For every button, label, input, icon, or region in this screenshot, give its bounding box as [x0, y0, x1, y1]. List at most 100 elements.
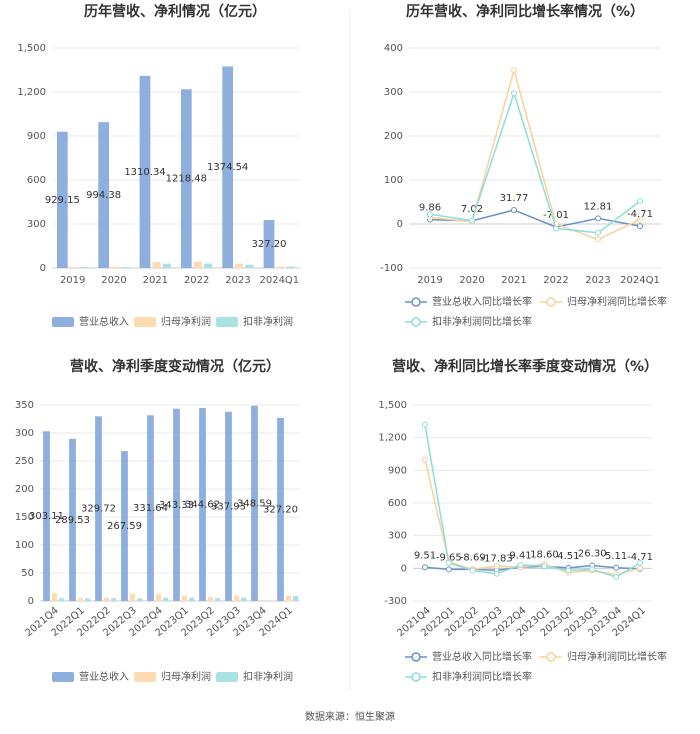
- point: [469, 217, 475, 224]
- legend-swatch: [546, 652, 556, 662]
- legend-swatch: [134, 317, 156, 327]
- value-label: 329.72: [81, 504, 116, 515]
- y-tick-label: 900: [27, 131, 46, 142]
- point: [445, 566, 452, 573]
- point: [637, 198, 643, 205]
- value-label: 929.15: [45, 195, 80, 206]
- legend-swatch: [411, 317, 421, 327]
- value-label: -7.01: [543, 210, 569, 221]
- bar: [285, 595, 292, 601]
- y-tick-label: 150: [15, 512, 34, 523]
- bar: [51, 593, 58, 601]
- value-label: 1218.48: [166, 174, 207, 185]
- chart-title: 营收、净利同比增长率季度变动情况（%）: [392, 358, 658, 375]
- y-tick-label: 0: [401, 563, 407, 574]
- point: [511, 67, 517, 73]
- point: [637, 565, 644, 572]
- legend-swatch: [134, 672, 156, 682]
- value-label: -4.71: [627, 552, 653, 563]
- bar: [222, 66, 234, 268]
- bar: [259, 599, 266, 601]
- bar: [215, 598, 221, 601]
- chart-title: 历年营收、净利情况（亿元）: [84, 3, 266, 20]
- bar: [129, 593, 136, 601]
- bar: [162, 263, 171, 268]
- y-tick-label: 300: [384, 87, 403, 98]
- point: [511, 207, 517, 214]
- y-tick-label: 350: [15, 400, 34, 411]
- y-tick-label: 0: [40, 263, 46, 274]
- value-label: 994.38: [86, 190, 121, 201]
- point: [445, 559, 452, 566]
- bar: [95, 416, 102, 601]
- bar: [121, 451, 128, 601]
- value-label: 344.62: [185, 500, 220, 511]
- bar: [193, 261, 202, 268]
- value-label: -8.69: [460, 552, 486, 563]
- value-label: 4.51: [557, 551, 579, 562]
- bar: [79, 266, 89, 268]
- point: [637, 216, 643, 223]
- value-label: 331.64: [133, 503, 168, 514]
- point: [469, 567, 476, 574]
- y-tick-label: 600: [388, 498, 407, 509]
- y-tick-label: 100: [384, 175, 403, 186]
- point: [517, 562, 524, 569]
- point: [589, 566, 596, 573]
- y-tick-label: 300: [388, 531, 407, 542]
- legend-swatch: [52, 672, 74, 682]
- y-tick-label: -100: [380, 263, 403, 274]
- legend-swatch: [411, 652, 421, 662]
- bar: [225, 411, 232, 601]
- legend-swatch: [216, 672, 238, 682]
- bar: [267, 600, 273, 601]
- bar: [235, 263, 244, 268]
- bar: [69, 438, 76, 601]
- bar: [173, 408, 180, 601]
- y-tick-label: -300: [384, 596, 407, 607]
- line: [429, 67, 641, 241]
- y-tick-label: 400: [384, 43, 403, 54]
- y-tick-label: 1,500: [17, 43, 46, 54]
- legend-label: 营业总收入同比增长率: [432, 650, 532, 663]
- point: [421, 421, 428, 428]
- y-tick-label: 100: [15, 540, 34, 551]
- legend-swatch: [546, 297, 556, 307]
- legend-label: 扣非净利润: [243, 315, 293, 328]
- x-tick-label: 2019: [60, 275, 85, 286]
- bar: [163, 597, 169, 601]
- chart-title: 历年营收、净利同比增长率情况（%）: [406, 3, 644, 20]
- point: [613, 564, 620, 571]
- value-label: 9.41: [509, 550, 531, 561]
- bar: [56, 131, 68, 268]
- y-tick-label: 200: [384, 131, 403, 142]
- value-label: 5.11: [605, 551, 627, 562]
- value-label: 7.02: [461, 204, 483, 215]
- value-label: -17.83: [481, 553, 513, 564]
- value-label: -9.65: [436, 552, 462, 563]
- y-tick-label: 1,200: [378, 433, 407, 444]
- legend-label: 扣非净利润同比增长率: [432, 670, 532, 683]
- x-tick-label: 2020: [101, 275, 126, 286]
- bar: [180, 89, 192, 268]
- bar: [77, 598, 84, 601]
- bar: [111, 266, 120, 268]
- y-tick-label: 200: [15, 484, 34, 495]
- point: [427, 211, 433, 218]
- point: [421, 456, 428, 463]
- y-tick-label: 1,500: [378, 400, 407, 411]
- value-label: 1374.54: [207, 162, 248, 173]
- x-tick-label: 2022: [543, 275, 568, 286]
- legend-label: 营业总收入: [79, 315, 129, 328]
- legend-swatch: [216, 317, 238, 327]
- value-label: 343.33: [159, 500, 194, 511]
- bar: [233, 595, 240, 601]
- value-label: 267.59: [107, 521, 142, 532]
- value-label: 327.20: [252, 239, 287, 250]
- y-tick-label: 300: [27, 219, 46, 230]
- value-label: 289.53: [55, 515, 90, 526]
- value-label: 26.30: [578, 548, 607, 559]
- bar: [207, 597, 214, 601]
- legend-label: 扣非净利润: [243, 670, 293, 683]
